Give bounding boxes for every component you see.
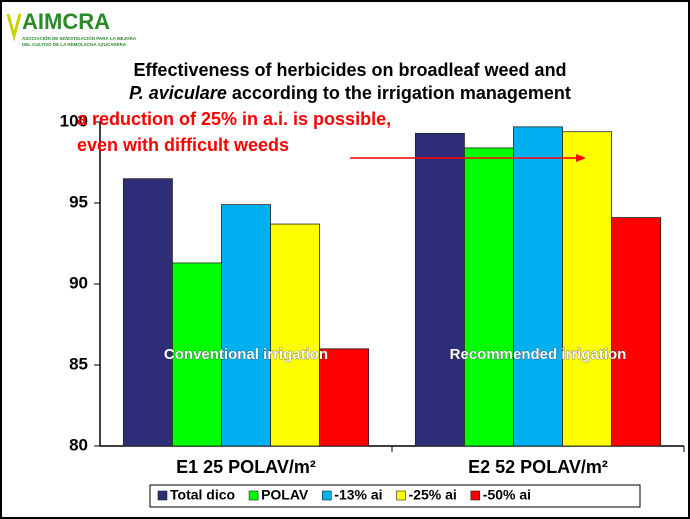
bar (270, 223, 320, 447)
legend-swatch (157, 490, 168, 501)
legend: Total dico POLAV -13% ai -25% ai -50% ai (157, 487, 531, 503)
bar (414, 132, 465, 447)
title-rest: according to the irrigation management (227, 83, 571, 103)
arrow-head (576, 154, 586, 162)
legend-swatch (396, 490, 406, 501)
legend-label: -13% ai (334, 487, 382, 503)
y-tick-label: 85 (69, 354, 88, 373)
legend-label: POLAV (261, 487, 309, 503)
bar (464, 147, 514, 447)
logo-icon (6, 13, 22, 42)
legend-swatch (470, 490, 481, 501)
legend-box (149, 484, 641, 508)
annotation: a reduction of 25% in a.i. is possible, (77, 109, 391, 129)
logo-subtitle: DEL CULTIVO DE LA REMOLACHA AZUCARERA (22, 42, 127, 47)
y-tick-label: 80 (69, 435, 88, 454)
logo-name: AIMCRA (22, 9, 110, 34)
legend-label: -25% ai (409, 487, 457, 503)
bar (221, 204, 271, 447)
x-tick-label: E2 52 POLAV/m² (468, 457, 608, 477)
legend-swatch (248, 490, 259, 501)
logo-subtitle: ASOCIACIÓN DE INVESTIGACIÓN PARA LA MEJO… (22, 34, 137, 41)
legend-label: -50% ai (483, 487, 531, 503)
group-label: Recommended irrigation (450, 346, 627, 363)
x-tick-label: E1 25 POLAV/m² (176, 457, 316, 477)
group-label: Conventional irrigation (164, 346, 328, 363)
plot: 80 85 90 95 100 E1 25 POLAV/m² Conventional ir… (60, 111, 685, 477)
title-italic: P. aviculare (129, 83, 227, 103)
bar (122, 178, 173, 447)
y-tick-label: 90 (69, 273, 88, 292)
bar (513, 126, 563, 447)
bar (611, 217, 662, 447)
bar (562, 131, 612, 447)
bar (172, 262, 222, 447)
annotation: even with difficult weeds (77, 135, 289, 155)
y-tick-label: 95 (69, 192, 88, 211)
y-tick-label: 100 (60, 111, 88, 130)
bar (319, 348, 370, 447)
chart-title: Effectiveness of herbicides on broadleaf… (133, 60, 566, 80)
chart-title: P. aviculare according to the irrigation… (129, 83, 571, 103)
legend-label: Total dico (170, 487, 235, 503)
legend-swatch (321, 490, 332, 501)
